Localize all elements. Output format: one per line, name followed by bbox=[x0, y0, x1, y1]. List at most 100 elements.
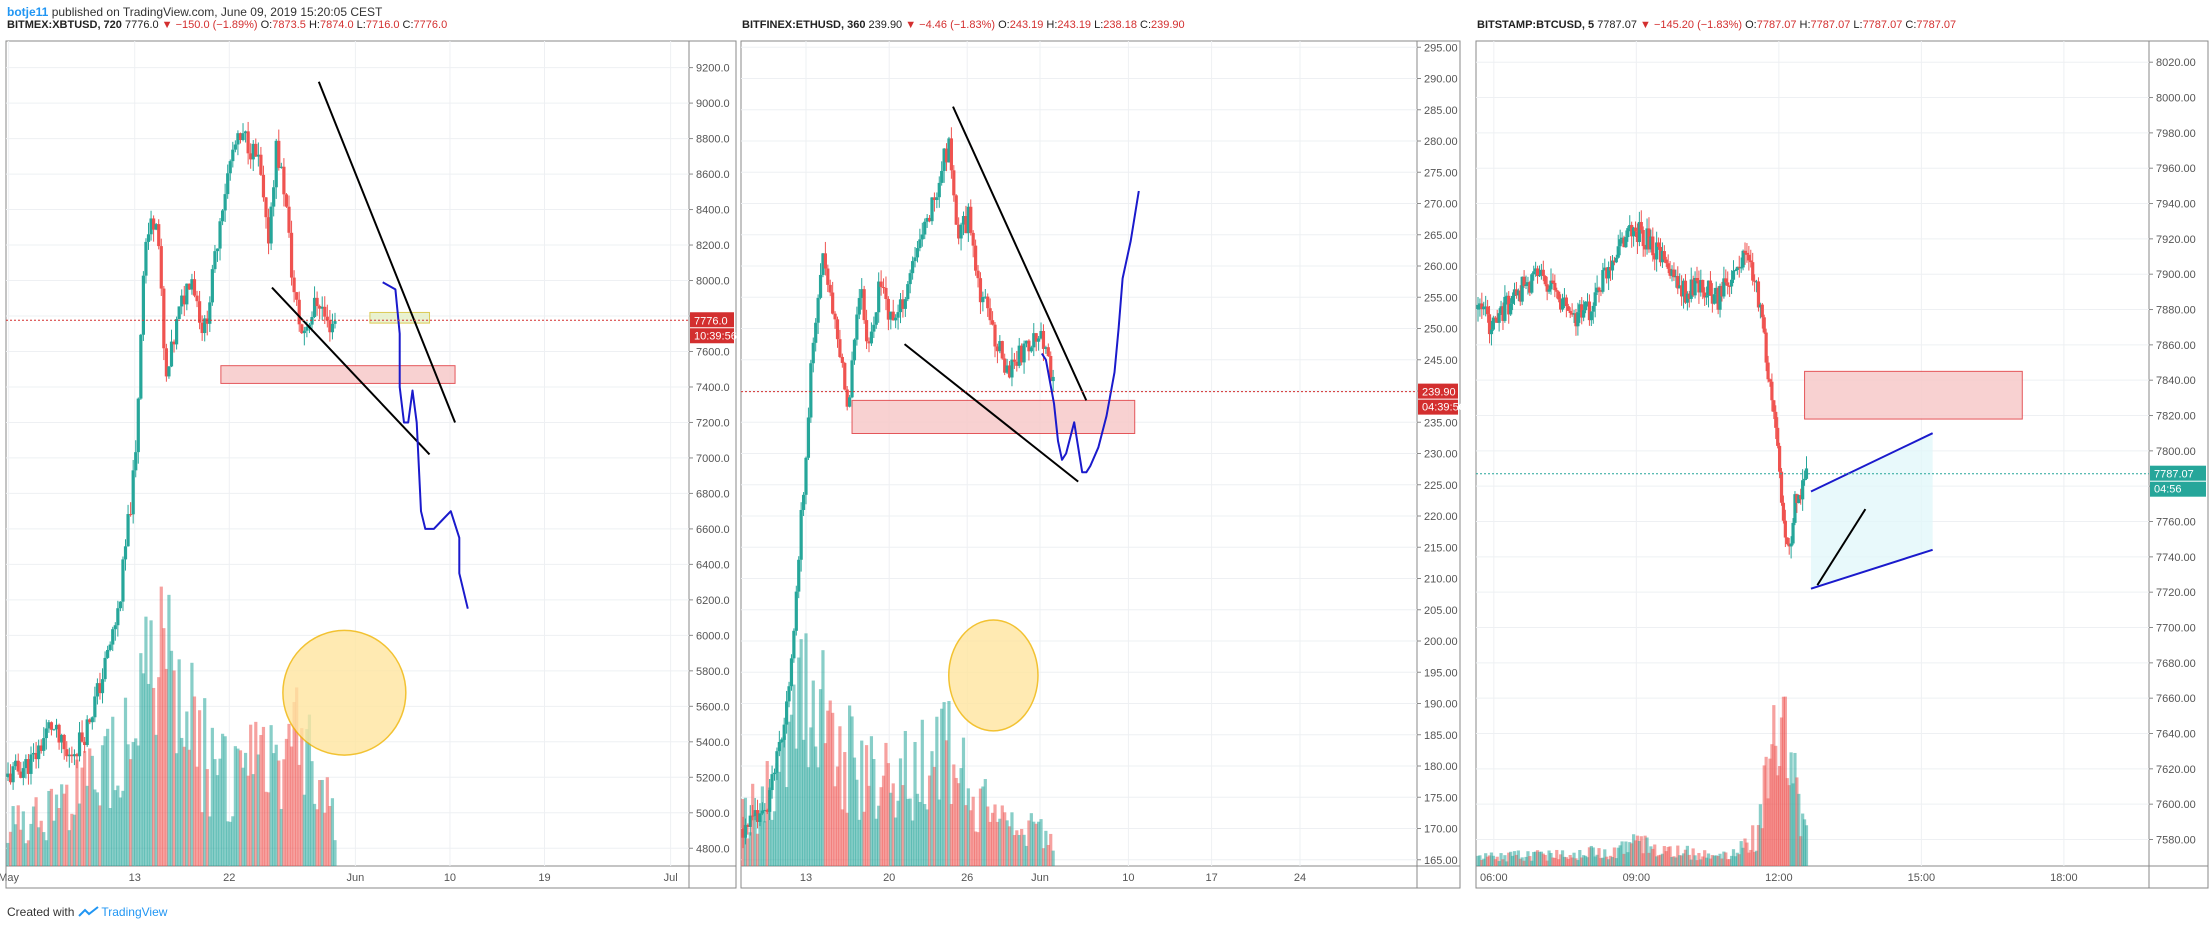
publish-header: botje11 published on TradingView.com, Ju… bbox=[7, 4, 382, 20]
volume-bar bbox=[1758, 804, 1762, 866]
candle-body bbox=[915, 248, 920, 258]
volume-bar bbox=[141, 673, 145, 866]
x-tick-label: Jun bbox=[1031, 872, 1049, 884]
candle-body bbox=[1735, 266, 1739, 271]
volume-bar bbox=[1597, 848, 1601, 866]
volume-bar bbox=[775, 763, 779, 866]
volume-bar bbox=[83, 750, 87, 866]
candle-body bbox=[39, 745, 43, 751]
volume-bar bbox=[157, 677, 161, 866]
volume-bar bbox=[70, 813, 74, 866]
volume-bar bbox=[862, 811, 866, 866]
volume-bar bbox=[974, 831, 978, 866]
volume-bar bbox=[833, 786, 837, 866]
volume-bar bbox=[1522, 860, 1526, 866]
y-tick-label: 7980.00 bbox=[2156, 128, 2196, 140]
candle-body bbox=[70, 754, 74, 757]
volume-bar bbox=[1574, 858, 1578, 866]
candle-body bbox=[215, 248, 220, 252]
candle-body bbox=[952, 170, 956, 196]
y-tick-label: 7680.00 bbox=[2156, 658, 2196, 670]
y-tick-label: 9200.0 bbox=[696, 63, 730, 75]
candle-body bbox=[282, 166, 286, 195]
volume-bar bbox=[190, 662, 194, 866]
y-tick-label: 8600.0 bbox=[696, 169, 730, 181]
volume-bar bbox=[1607, 859, 1611, 866]
candle-body bbox=[277, 140, 281, 168]
candle-body bbox=[1799, 495, 1803, 500]
candle-body bbox=[246, 131, 250, 154]
volume-bars bbox=[741, 633, 1055, 866]
volume-bar bbox=[90, 755, 94, 866]
candle-body bbox=[1647, 228, 1651, 250]
volume-bar bbox=[1791, 783, 1795, 866]
candle-body bbox=[1795, 494, 1799, 504]
volume-bar bbox=[1012, 835, 1016, 866]
x-tick-label: 12:00 bbox=[1765, 872, 1793, 884]
candle-body bbox=[1655, 242, 1659, 260]
volume-bar bbox=[1706, 853, 1711, 866]
candle-body bbox=[995, 346, 1000, 352]
volume-bar bbox=[47, 790, 51, 866]
y-tick-label: 250.00 bbox=[1424, 324, 1458, 336]
candle-body bbox=[233, 144, 237, 150]
candle-body bbox=[814, 322, 818, 343]
candle-body bbox=[1658, 246, 1663, 263]
y-tick-label: 5200.0 bbox=[696, 772, 730, 784]
volume-bar bbox=[1000, 805, 1004, 866]
volume-bar bbox=[1624, 841, 1628, 866]
volume-bar bbox=[312, 803, 317, 866]
volume-bar bbox=[164, 668, 168, 866]
candle-body bbox=[1503, 296, 1507, 321]
volume-bar bbox=[1668, 846, 1672, 866]
candle-body bbox=[1000, 341, 1004, 359]
candle-body bbox=[126, 514, 130, 547]
candle-body bbox=[1762, 317, 1766, 333]
candle-body bbox=[913, 257, 917, 262]
candle-body bbox=[1624, 237, 1628, 248]
channel-fill bbox=[1810, 433, 1933, 589]
candle-body bbox=[1783, 520, 1787, 538]
candle-body bbox=[872, 324, 876, 332]
volume-bar bbox=[1735, 852, 1739, 866]
volume-bar bbox=[330, 798, 335, 866]
volume-bar bbox=[1687, 854, 1691, 866]
author-link[interactable]: botje11 bbox=[7, 5, 49, 19]
y-tick-label: 270.00 bbox=[1424, 199, 1458, 211]
volume-bar bbox=[1754, 850, 1759, 866]
candle-body bbox=[1770, 381, 1774, 401]
volume-bar bbox=[1685, 845, 1689, 866]
candle-body bbox=[1022, 343, 1026, 363]
tradingview-brand-link[interactable]: TradingView bbox=[101, 905, 168, 919]
symbol-title: BITSTAMP:BTCUSD, 5 7787.07 ▼ −145.20 (−1… bbox=[1477, 19, 1956, 31]
candle-body bbox=[971, 232, 975, 246]
volume-bar bbox=[1007, 826, 1012, 866]
candle-body bbox=[1802, 478, 1807, 481]
candle-body bbox=[249, 153, 253, 160]
volume-bar bbox=[1587, 847, 1592, 866]
candle-body bbox=[315, 297, 319, 307]
candle-body bbox=[1518, 290, 1522, 302]
volume-bar bbox=[1486, 856, 1490, 866]
candle-body bbox=[1559, 299, 1563, 310]
last-price-badge bbox=[1418, 383, 1458, 399]
volume-bar bbox=[768, 787, 772, 866]
candle-body bbox=[83, 741, 87, 746]
volume-bar bbox=[746, 838, 750, 866]
volume-bar bbox=[1728, 859, 1732, 866]
y-tick-label: 7840.00 bbox=[2156, 375, 2196, 387]
candle-body bbox=[1660, 251, 1665, 263]
volume-bar bbox=[129, 759, 133, 866]
candle-body bbox=[1645, 228, 1649, 250]
candle-body bbox=[121, 559, 125, 602]
volume-bar bbox=[228, 821, 232, 866]
y-tick-label: 175.00 bbox=[1424, 792, 1458, 804]
candle-body bbox=[310, 316, 314, 325]
candle-body bbox=[323, 306, 327, 317]
candle-body bbox=[869, 331, 874, 344]
candle-body bbox=[1710, 294, 1714, 304]
candle-body bbox=[231, 149, 235, 162]
volume-bar bbox=[1541, 853, 1545, 866]
y-tick-label: 7760.00 bbox=[2156, 517, 2196, 529]
